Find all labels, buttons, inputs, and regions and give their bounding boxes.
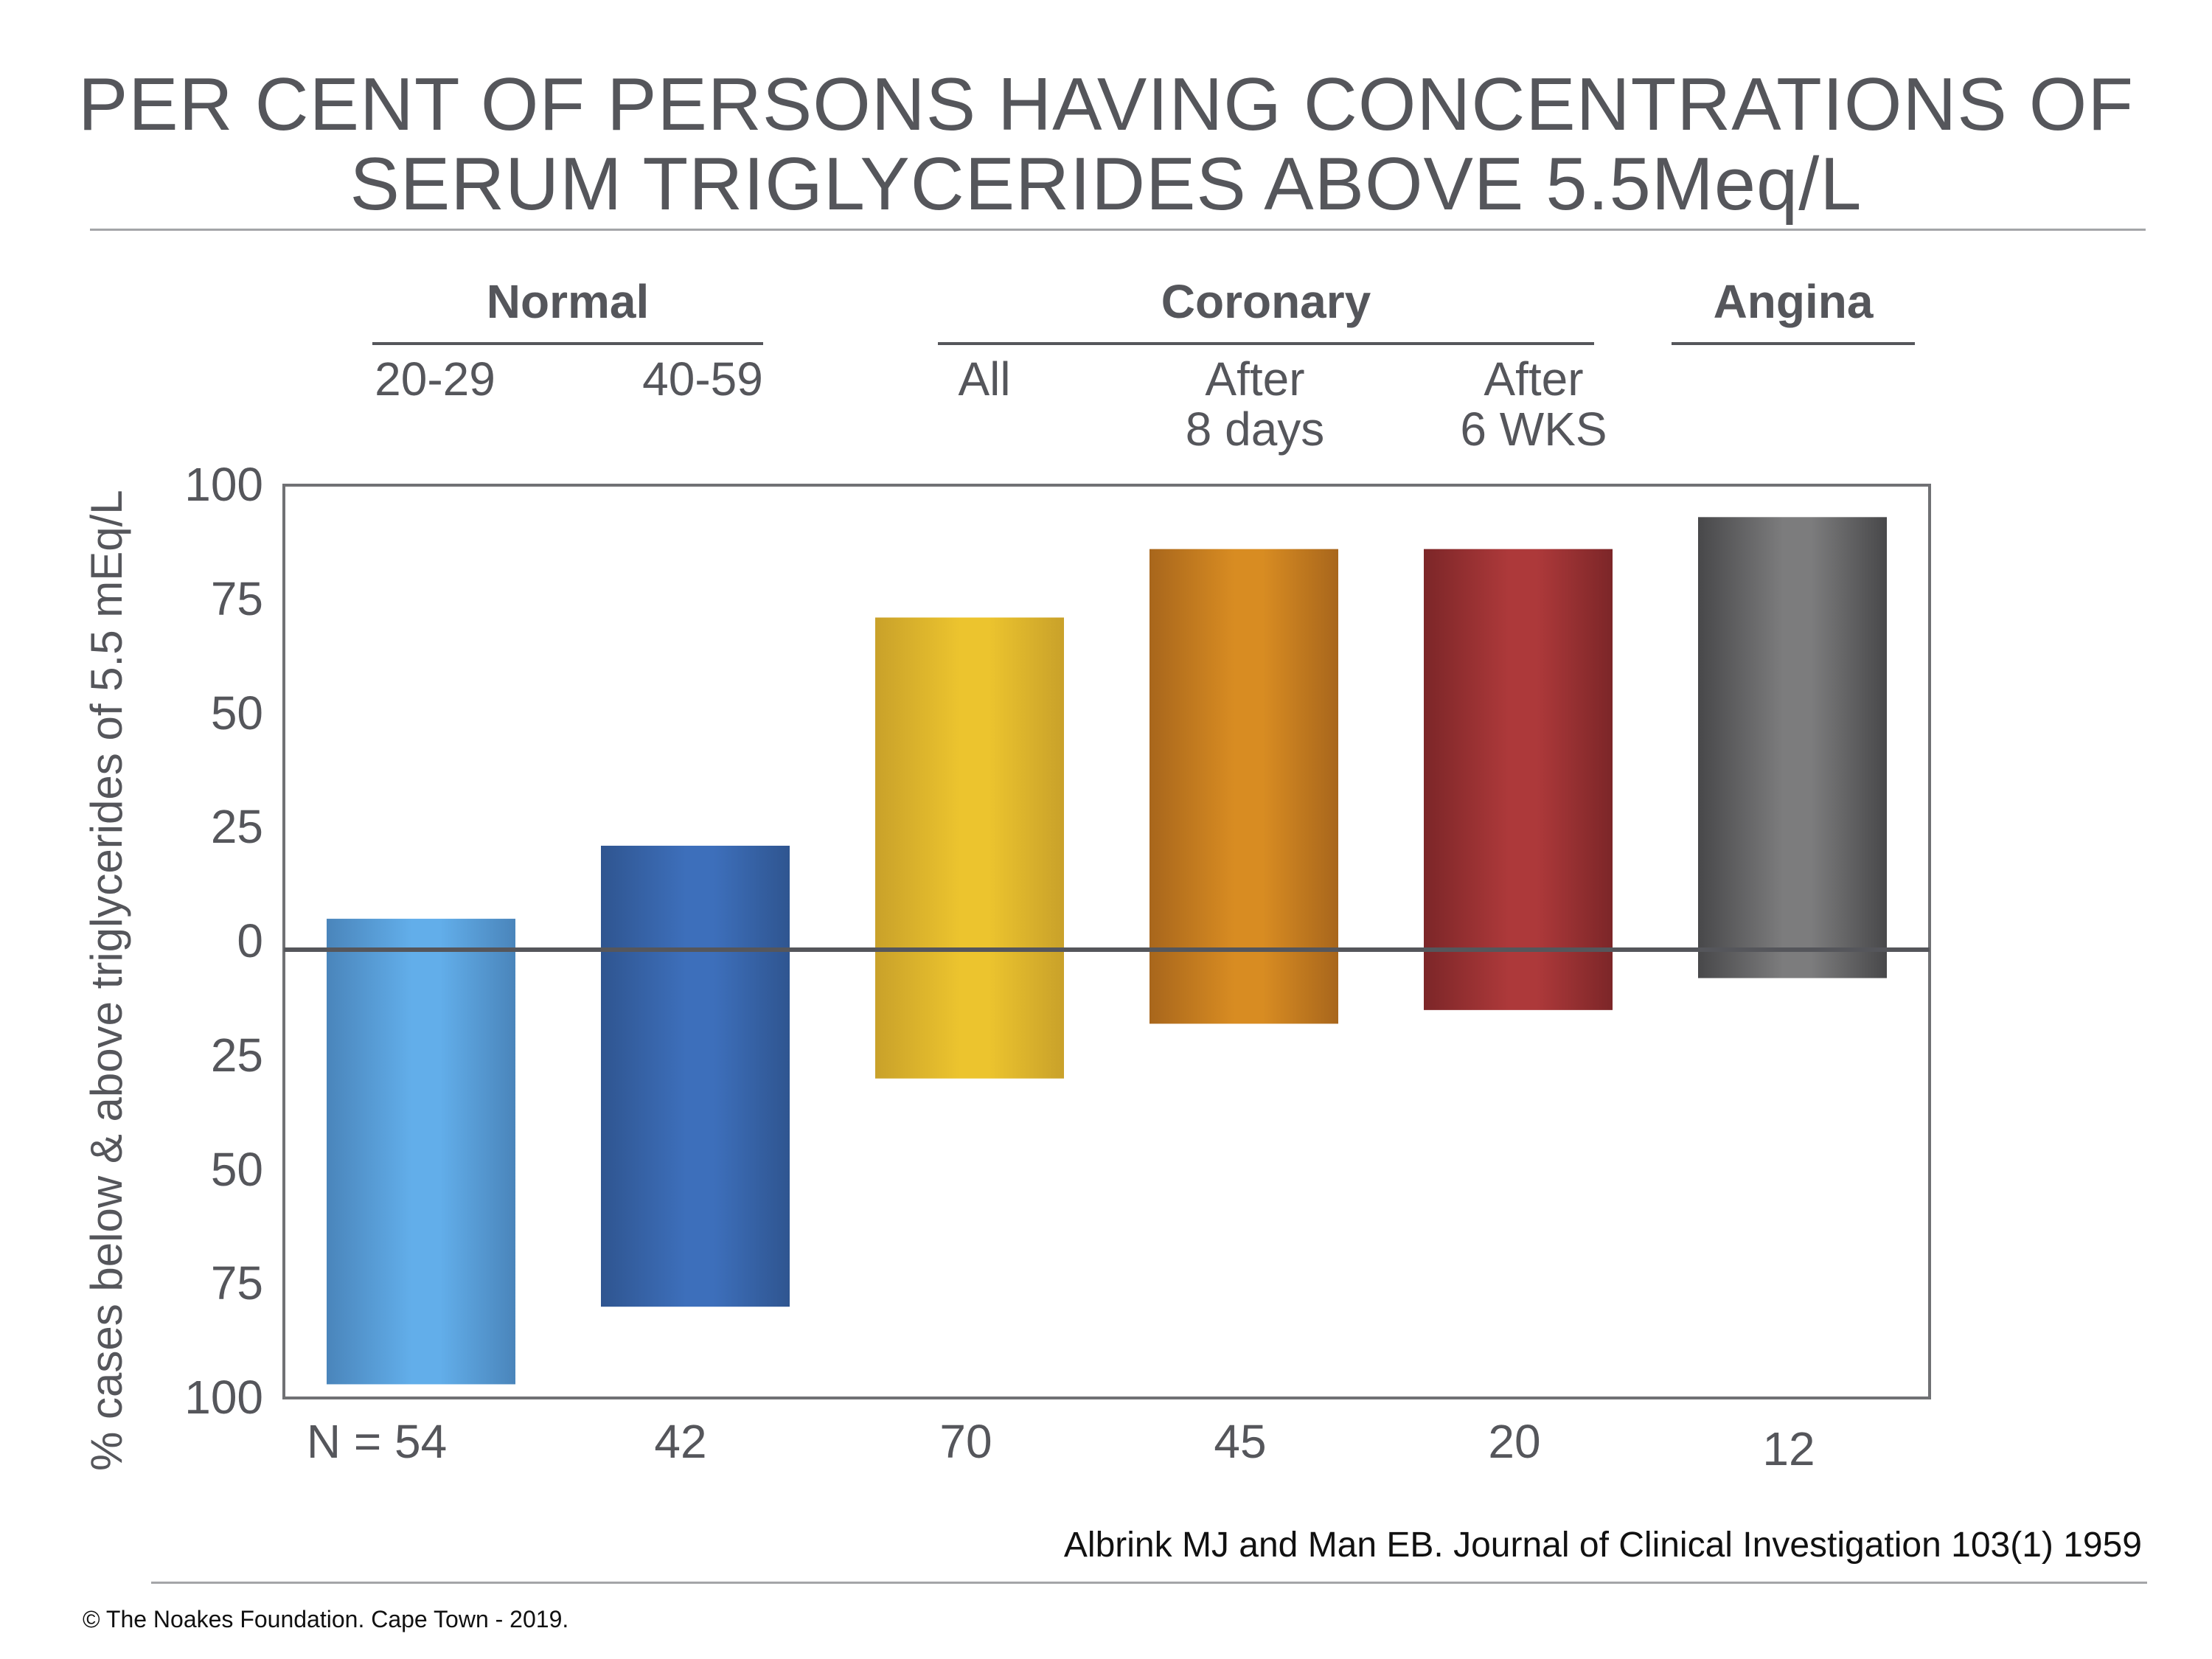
- title-line-1: PER CENT OF PERSONS HAVING CONCENTRATION…: [77, 63, 2135, 146]
- chart-title: PER CENT OF PERSONS HAVING CONCENTRATION…: [0, 65, 2212, 224]
- citation: Albrink MJ and Man EB. Journal of Clinic…: [1063, 1526, 2142, 1565]
- sublabel-20-29: 20-29: [375, 352, 495, 406]
- group-label-normal: Normal: [486, 275, 650, 328]
- y-tick-label: 75: [210, 1256, 263, 1310]
- plot-frame: [282, 484, 1931, 1399]
- bar-normal-40-59: [601, 846, 790, 1307]
- n-label: 45: [1214, 1415, 1267, 1468]
- group-line-coronary: [938, 342, 1594, 345]
- y-tick-label: 25: [210, 1028, 263, 1082]
- copyright: © The Noakes Foundation. Cape Town - 201…: [83, 1606, 569, 1632]
- y-tick-label: 25: [210, 800, 263, 854]
- group-line-normal: [372, 342, 763, 345]
- bars-group: [327, 517, 1887, 1385]
- title-divider: [90, 229, 2146, 231]
- n-label: 42: [654, 1415, 707, 1468]
- n-label: 70: [939, 1415, 992, 1468]
- footer-divider: [151, 1582, 2147, 1584]
- y-tick-label: 0: [237, 914, 263, 967]
- sublabel-40-59: 40-59: [642, 352, 763, 406]
- n-label: 12: [1762, 1422, 1815, 1475]
- bar-angina: [1698, 517, 1887, 978]
- group-line-angina: [1672, 342, 1915, 345]
- y-tick-label: 100: [184, 1371, 263, 1424]
- sublabel-all: All: [958, 352, 1011, 406]
- n-label: 20: [1488, 1415, 1541, 1468]
- y-tick-label: 75: [210, 571, 263, 625]
- group-label-angina: Angina: [1713, 275, 1874, 328]
- bar-coronary-all: [875, 617, 1064, 1079]
- y-tick-label: 100: [184, 458, 263, 511]
- sublabel-after-8-days: After 8 days: [1185, 352, 1325, 456]
- sublabel-after-6-wks: After 6 WKS: [1460, 352, 1607, 456]
- bar-normal-20-29: [327, 919, 515, 1385]
- title-line-2: SERUM TRIGLYCERIDES ABOVE 5.5Meq/L: [349, 143, 1863, 226]
- n-label: N = 54: [306, 1415, 448, 1468]
- y-tick-label: 50: [210, 1142, 263, 1196]
- bar-coronary-after-8-days: [1150, 549, 1338, 1024]
- bar-coronary-after-6-wks: [1424, 549, 1613, 1010]
- group-label-coronary: Coronary: [1161, 275, 1371, 328]
- y-tick-label: 50: [210, 686, 263, 740]
